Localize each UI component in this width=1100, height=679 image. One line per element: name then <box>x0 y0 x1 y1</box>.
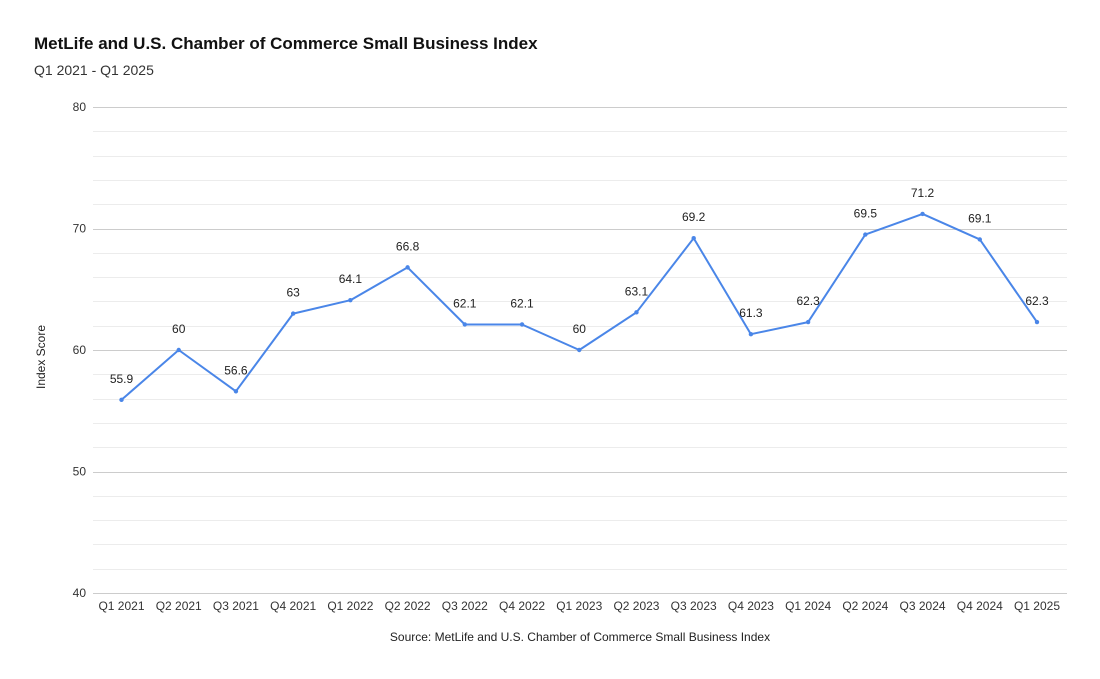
x-tick-label: Q1 2022 <box>327 599 373 613</box>
data-label: 69.1 <box>968 211 992 225</box>
data-labels: 55.9 60 56.6 63 64.1 66.8 62.1 62.1 60 63.1 69.2 61… <box>110 186 1049 386</box>
y-tick-label: 60 <box>73 343 87 357</box>
data-point <box>233 389 239 394</box>
y-axis-title: Index Score <box>34 325 48 389</box>
data-point <box>691 236 696 241</box>
data-point <box>462 322 468 327</box>
data-label: 63.1 <box>625 284 649 298</box>
data-point <box>290 311 296 316</box>
x-tick-label: Q1 2024 <box>785 599 831 613</box>
data-label: 62.1 <box>510 296 534 310</box>
x-tick-label: Q2 2023 <box>613 599 659 613</box>
series-line-path <box>120 212 1038 401</box>
data-label: 64.1 <box>339 272 363 286</box>
x-tick-label: Q2 2022 <box>385 599 431 613</box>
data-label: 61.3 <box>739 306 763 320</box>
data-point <box>577 347 582 353</box>
x-tick-label: Q4 2024 <box>957 599 1003 613</box>
x-axis-title: Source: MetLife and U.S. Chamber of Comm… <box>390 630 770 644</box>
x-tick-label: Q3 2024 <box>900 599 946 613</box>
data-point <box>119 397 124 403</box>
y-tick-label: 40 <box>73 586 87 600</box>
data-point <box>748 332 754 337</box>
x-tick-label: Q2 2024 <box>842 599 888 613</box>
y-tick-label: 80 <box>73 100 87 114</box>
x-tick-label: Q3 2023 <box>671 599 717 613</box>
x-tick-label: Q4 2021 <box>270 599 316 613</box>
data-point <box>519 322 525 327</box>
data-label: 66.8 <box>396 239 420 253</box>
data-point <box>348 297 353 303</box>
y-axis-ticks: 40 50 60 70 80 <box>73 100 87 600</box>
data-point <box>977 237 982 242</box>
data-point <box>176 347 181 353</box>
x-tick-label: Q3 2021 <box>213 599 259 613</box>
data-label: 63 <box>286 286 300 300</box>
data-point <box>405 265 410 270</box>
data-point <box>863 232 868 237</box>
x-tick-label: Q1 2025 <box>1014 599 1060 613</box>
data-point <box>920 211 925 217</box>
data-point <box>805 319 811 325</box>
data-label: 62.3 <box>1025 294 1049 308</box>
y-tick-label: 70 <box>73 222 87 236</box>
x-axis-ticks: Q1 2021 Q2 2021 Q3 2021 Q4 2021 Q1 2022 Q2 20… <box>98 599 1060 613</box>
x-tick-label: Q4 2022 <box>499 599 545 613</box>
data-label: 69.5 <box>854 207 878 221</box>
chart-title: MetLife and U.S. Chamber of Commerce Sma… <box>34 34 538 53</box>
data-label: 62.3 <box>796 294 820 308</box>
data-label: 69.2 <box>682 210 706 224</box>
data-label: 60 <box>172 322 186 336</box>
chart-subtitle: Q1 2021 - Q1 2025 <box>34 62 154 78</box>
data-point <box>634 310 639 315</box>
x-tick-label: Q1 2023 <box>556 599 602 613</box>
data-label: 62.1 <box>453 296 477 310</box>
data-label: 56.6 <box>224 363 248 377</box>
x-tick-label: Q3 2022 <box>442 599 488 613</box>
series-line <box>119 211 1040 403</box>
y-tick-label: 50 <box>73 465 87 479</box>
data-label: 60 <box>573 322 587 336</box>
data-label: 71.2 <box>911 186 935 200</box>
x-tick-label: Q2 2021 <box>156 599 202 613</box>
data-point <box>1034 319 1040 325</box>
data-label: 55.9 <box>110 372 134 386</box>
x-tick-label: Q1 2021 <box>98 599 144 613</box>
x-tick-label: Q4 2023 <box>728 599 774 613</box>
